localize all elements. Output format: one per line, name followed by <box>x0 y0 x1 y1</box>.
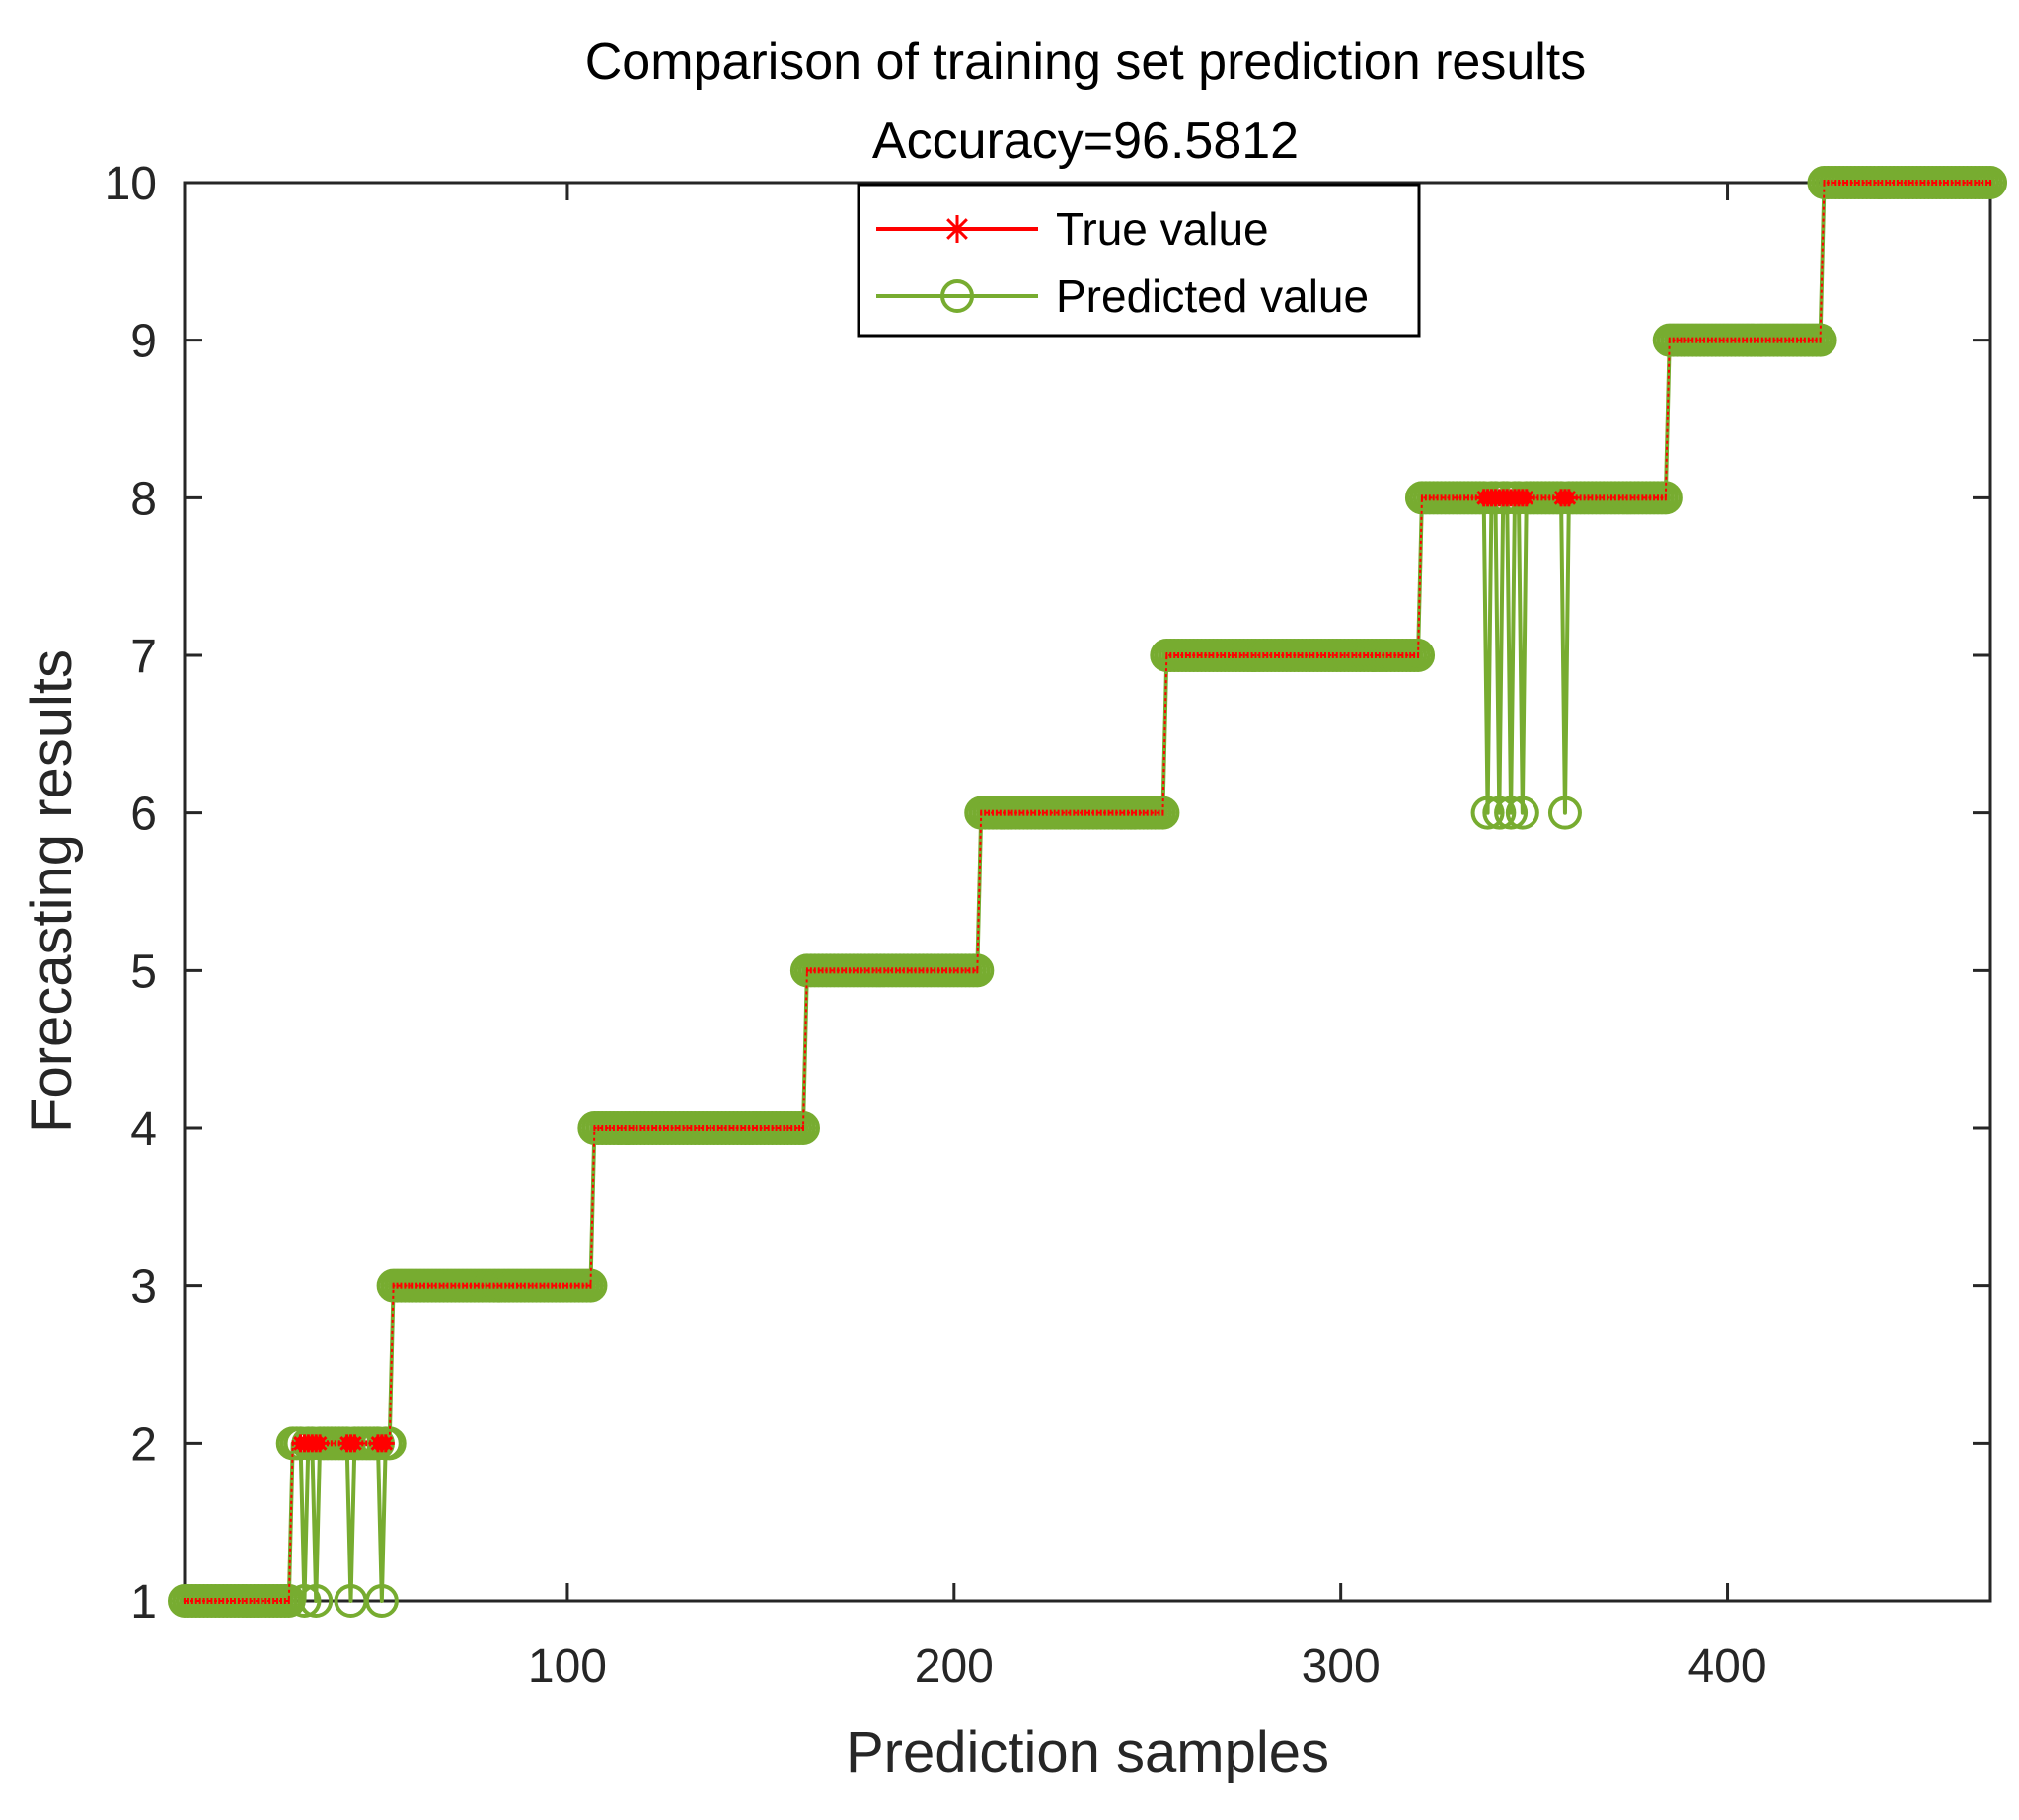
y-tick-label: 10 <box>105 158 157 210</box>
true-value-point <box>345 1434 364 1453</box>
predicted-value-point <box>1482 796 1517 830</box>
x-tick-label: 200 <box>915 1640 994 1693</box>
y-tick-label: 3 <box>130 1261 157 1314</box>
legend-pred-marker <box>940 279 974 313</box>
predicted-value-point <box>364 1584 399 1618</box>
y-tick-label: 2 <box>130 1418 157 1471</box>
y-tick-label: 5 <box>130 946 157 998</box>
legend-pred-label: Predicted value <box>1056 270 1369 322</box>
y-tick-label: 4 <box>130 1103 157 1156</box>
x-axis-label: Prediction samples <box>846 1720 1329 1784</box>
chart-subtitle: Accuracy=96.5812 <box>872 113 1299 170</box>
y-tick-label: 6 <box>130 789 157 841</box>
predicted-value-point <box>1547 796 1582 830</box>
true-value-point <box>376 1434 395 1453</box>
legend-true-label: True value <box>1056 203 1269 255</box>
plot-area: 1 2 3 4 5 6 7 8 9 10 100 200 300 400 <box>105 158 2007 1693</box>
true-value-line <box>185 182 1990 1602</box>
x-tick-label: 300 <box>1302 1640 1381 1693</box>
legend: True value Predicted value <box>857 183 1421 338</box>
y-tick-label: 1 <box>130 1576 157 1629</box>
chart-title: Comparison of training set prediction re… <box>585 34 1586 91</box>
true-value-point <box>311 1434 330 1453</box>
y-tick-label: 8 <box>130 473 157 525</box>
predicted-value-point <box>299 1584 334 1618</box>
true-value-point <box>1517 489 1535 507</box>
true-value-point <box>1559 489 1578 507</box>
y-axis-label: Forecasting results <box>20 649 84 1133</box>
legend-true-marker <box>943 215 971 243</box>
x-tick-label: 400 <box>1687 1640 1766 1693</box>
predicted-value-point <box>1494 796 1529 830</box>
y-tick-label: 7 <box>130 631 157 683</box>
legend-true-asterisk <box>943 215 971 243</box>
axes-box <box>183 181 1992 1603</box>
predicted-value-point <box>1505 796 1539 830</box>
y-tick-label: 9 <box>130 316 157 368</box>
x-tick-label: 100 <box>528 1640 607 1693</box>
predicted-value-point <box>1470 796 1505 830</box>
